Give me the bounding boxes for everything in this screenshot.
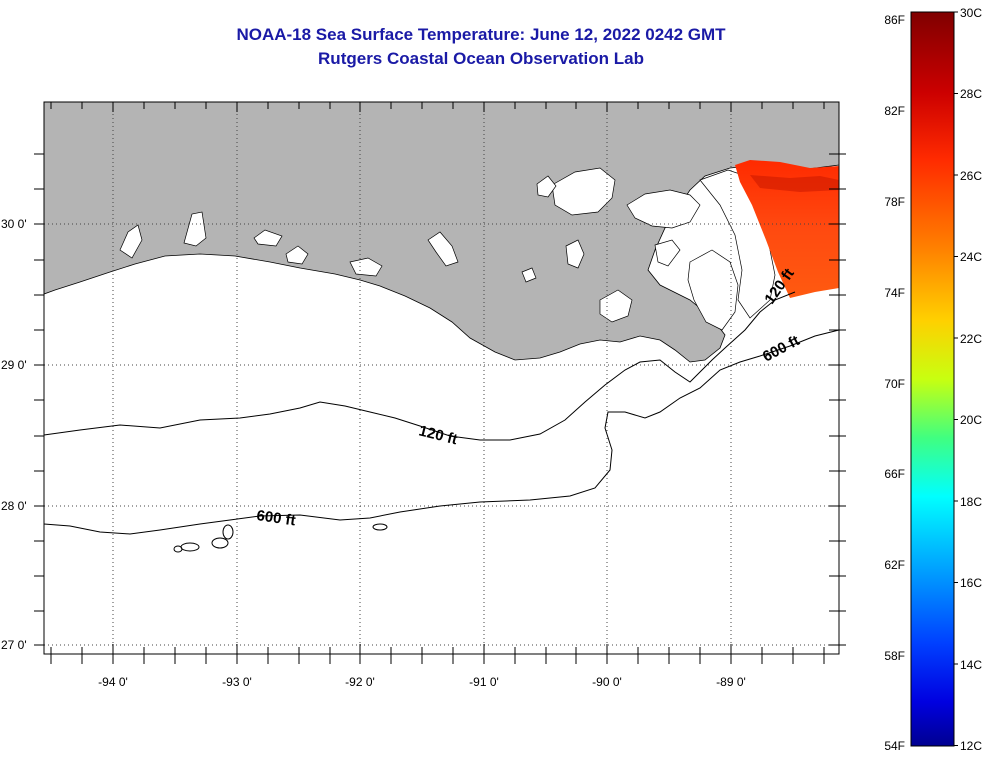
colorbar-c-label: 26C (960, 169, 982, 183)
colorbar-f-label: 66F (884, 467, 905, 481)
colorbar-f-label: 82F (884, 104, 905, 118)
colorbar-c-label: 14C (960, 658, 982, 672)
lat-label: 30 0' (1, 217, 27, 231)
colorbar-f-label: 62F (884, 558, 905, 572)
colorbar-c-label: 22C (960, 332, 982, 346)
lon-label: -94 0' (98, 675, 128, 689)
colorbar-c-label: 24C (960, 250, 982, 264)
lon-label: -92 0' (345, 675, 375, 689)
lon-label: -91 0' (469, 675, 499, 689)
graticule (44, 102, 839, 654)
map-subtitle: Rutgers Coastal Ocean Observation Lab (318, 49, 644, 68)
colorbar-c-label: 16C (960, 576, 982, 590)
lon-label: -89 0' (716, 675, 746, 689)
colorbar-c-label: 18C (960, 495, 982, 509)
colorbar (910, 11, 955, 747)
colorbar-f-label: 78F (884, 195, 905, 209)
lat-label: 29 0' (1, 358, 27, 372)
colorbar-f-label: 54F (884, 739, 905, 753)
colorbar-c-label: 28C (960, 87, 982, 101)
colorbar-c-label: 20C (960, 413, 982, 427)
lat-label: 27 0' (1, 638, 27, 652)
colorbar-c-label: 12C (960, 739, 982, 753)
contour-label-600ft: 600 ft (255, 507, 296, 529)
colorbar-f-label: 86F (884, 13, 905, 27)
colorbar-f-label: 70F (884, 377, 905, 391)
colorbar-c-label: 30C (960, 6, 982, 20)
colorbar-f-label: 58F (884, 649, 905, 663)
lat-label: 28 0' (1, 499, 27, 513)
axis-ticks (34, 102, 846, 664)
map-border (43, 101, 840, 655)
sst-warm-band (750, 175, 839, 192)
colorbar-ticks (954, 11, 958, 746)
lon-label: -90 0' (592, 675, 622, 689)
bathymetry-contours (43, 291, 840, 553)
map-title: NOAA-18 Sea Surface Temperature: June 12… (236, 25, 726, 44)
sst-data-patch (735, 160, 839, 298)
colorbar-f-label: 74F (884, 286, 905, 300)
lon-label: -93 0' (222, 675, 252, 689)
